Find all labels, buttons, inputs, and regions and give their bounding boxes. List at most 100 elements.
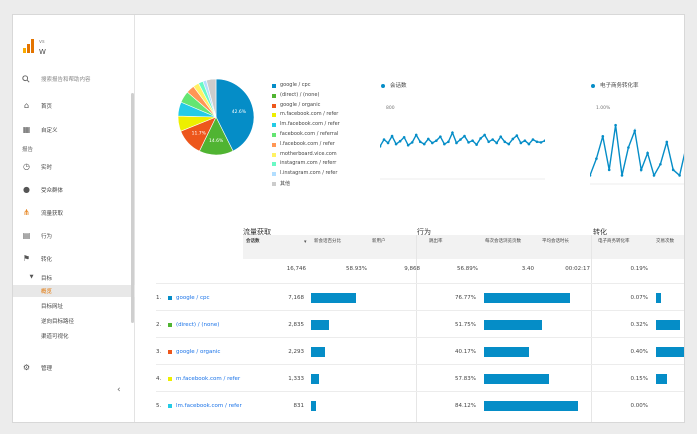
data-point[interactable]	[479, 137, 482, 140]
data-point[interactable]	[411, 141, 414, 144]
data-point[interactable]	[672, 169, 675, 172]
data-point[interactable]	[627, 146, 630, 149]
data-point[interactable]	[483, 134, 486, 137]
col-header-conversion-rate[interactable]: 电子商务转化率	[598, 239, 630, 245]
data-point[interactable]	[532, 138, 535, 141]
source-link[interactable]: google / organic	[176, 349, 220, 355]
sidebar-item-label: 受众群体	[41, 186, 63, 194]
dashboard-grid-icon: ▦	[22, 125, 31, 134]
col-header-sessions[interactable]: 会话数	[246, 239, 260, 245]
sidebar-item-home[interactable]: ⌂ 首页	[13, 99, 135, 113]
source-link[interactable]: google / cpc	[176, 295, 210, 301]
table-row-source[interactable]: (direct) / (none)	[168, 322, 219, 328]
legend-label: motherboard.vice.com	[280, 151, 337, 157]
data-point[interactable]	[383, 138, 386, 141]
data-point[interactable]	[391, 135, 394, 138]
col-header-transactions[interactable]: 交易次数	[656, 239, 674, 245]
data-point[interactable]	[459, 138, 462, 141]
source-link[interactable]: m.facebook.com / refer	[176, 376, 240, 382]
data-point[interactable]	[495, 142, 498, 145]
source-link[interactable]: lm.facebook.com / refer	[176, 403, 242, 409]
data-point[interactable]	[403, 136, 406, 139]
data-point[interactable]	[395, 143, 398, 146]
data-point[interactable]	[487, 141, 490, 144]
data-point[interactable]	[524, 139, 527, 142]
data-point[interactable]	[423, 143, 426, 146]
data-point[interactable]	[602, 135, 605, 138]
data-point[interactable]	[427, 138, 430, 141]
data-point[interactable]	[536, 141, 539, 144]
data-point[interactable]	[646, 152, 649, 155]
data-point[interactable]	[595, 157, 598, 160]
data-point[interactable]	[528, 143, 531, 146]
sidebar-item-conversions[interactable]: ⚑ 转化	[13, 252, 135, 266]
sidebar-subitem-reverse-path[interactable]: 逆向目标路径	[13, 315, 135, 327]
data-point[interactable]	[516, 134, 519, 137]
account-property[interactable]: vs	[39, 39, 45, 45]
data-point[interactable]	[507, 143, 510, 146]
data-point[interactable]	[415, 134, 418, 137]
data-point[interactable]	[419, 141, 422, 144]
data-point[interactable]	[608, 169, 611, 172]
col-header-new-users[interactable]: 新用户	[372, 239, 386, 245]
table-row-source[interactable]: lm.facebook.com / refer	[168, 403, 242, 409]
analytics-logo[interactable]	[23, 39, 33, 53]
sidebar-item-realtime[interactable]: ◷ 实时	[13, 160, 135, 174]
source-link[interactable]: (direct) / (none)	[176, 322, 219, 328]
table-row-source[interactable]: m.facebook.com / refer	[168, 376, 240, 382]
sidebar-subitem-overview[interactable]: 概览	[13, 285, 135, 297]
col-header-new-sessions-pct[interactable]: 新会话百分比	[314, 239, 341, 245]
sidebar-item-behavior[interactable]: ▤ 行为	[13, 229, 135, 243]
table-row-source[interactable]: google / organic	[168, 349, 220, 355]
sort-desc-icon[interactable]: ▾	[304, 239, 307, 245]
data-point[interactable]	[435, 139, 438, 142]
legend-swatch	[272, 182, 276, 186]
data-point[interactable]	[387, 142, 390, 145]
sidebar-item-goals[interactable]: ▼ 目标	[13, 271, 135, 283]
sessions-bar	[311, 401, 316, 411]
data-point[interactable]	[443, 143, 446, 146]
data-point[interactable]	[653, 174, 656, 177]
data-point[interactable]	[455, 142, 458, 145]
data-point[interactable]	[399, 140, 402, 143]
data-point[interactable]	[640, 169, 643, 172]
col-header-bounce-rate[interactable]: 跳出率	[429, 239, 443, 245]
sidebar-item-acquisition[interactable]: ⋔ 流量获取	[13, 206, 135, 220]
data-point[interactable]	[447, 141, 450, 144]
sidebar-scrollbar[interactable]	[131, 93, 134, 323]
data-point[interactable]	[614, 124, 617, 127]
data-point[interactable]	[512, 138, 515, 141]
data-point[interactable]	[439, 135, 442, 138]
data-point[interactable]	[503, 141, 506, 144]
data-point[interactable]	[634, 129, 637, 132]
data-point[interactable]	[471, 139, 474, 142]
col-header-pages-per-session[interactable]: 每次会话浏览页数	[485, 239, 537, 245]
search-box[interactable]: 搜索报告和帮助内容	[13, 72, 135, 86]
data-point[interactable]	[590, 174, 591, 177]
data-point[interactable]	[463, 135, 466, 138]
sidebar-item-custom[interactable]: ▦ 自定义	[13, 123, 135, 137]
sidebar-subitem-goal-urls[interactable]: 目标网址	[13, 300, 135, 312]
data-point[interactable]	[431, 142, 434, 145]
sessions-title-text: 会话数	[390, 83, 407, 89]
data-point[interactable]	[659, 163, 662, 166]
sidebar-item-audience[interactable]: ● 受众群体	[13, 183, 135, 197]
data-point[interactable]	[499, 135, 502, 138]
data-point[interactable]	[540, 141, 543, 144]
data-point[interactable]	[666, 141, 669, 144]
legend-label: (direct) / (none)	[280, 92, 319, 98]
data-point[interactable]	[520, 142, 523, 145]
data-point[interactable]	[467, 141, 470, 144]
data-point[interactable]	[621, 174, 624, 177]
data-point[interactable]	[491, 138, 494, 141]
sidebar-item-admin[interactable]: ⚙ 管理	[13, 361, 135, 375]
sidebar-subitem-funnel[interactable]: 渠道可视化	[13, 330, 135, 342]
table-row-source[interactable]: google / cpc	[168, 295, 210, 301]
collapse-sidebar-button[interactable]: ‹	[117, 385, 121, 395]
account-view[interactable]: W	[39, 48, 46, 56]
data-point[interactable]	[678, 174, 681, 177]
col-header-avg-duration[interactable]: 平均会话时长	[542, 239, 569, 245]
data-point[interactable]	[451, 131, 454, 134]
data-point[interactable]	[407, 144, 410, 147]
data-point[interactable]	[475, 143, 478, 146]
